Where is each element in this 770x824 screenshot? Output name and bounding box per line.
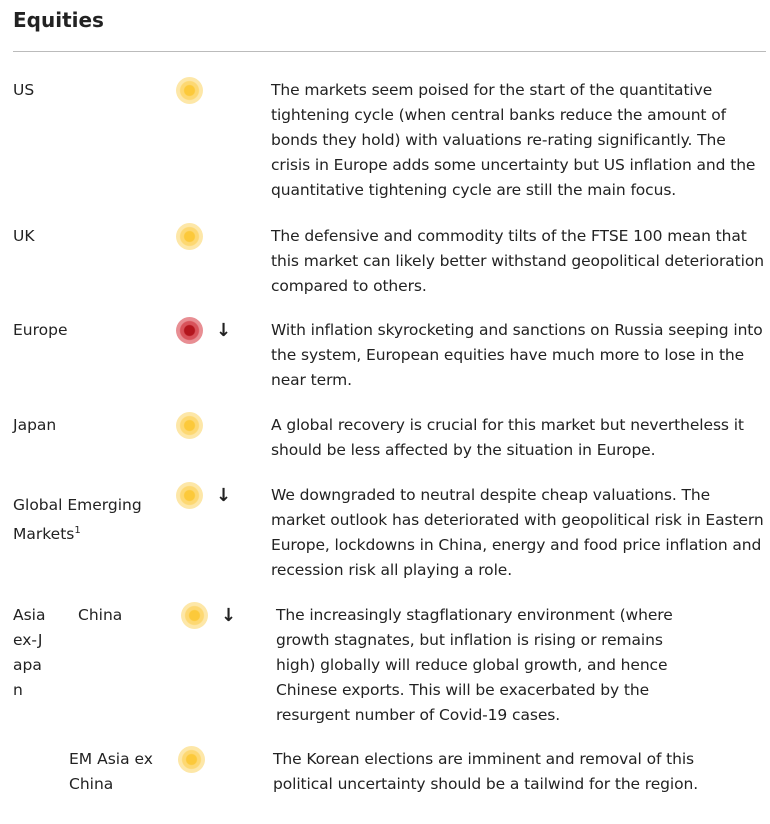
arrow-down-icon: ↓ bbox=[216, 485, 232, 506]
region-commentary: The defensive and commodity tilts of the… bbox=[271, 227, 764, 295]
region-label: Japan bbox=[13, 416, 57, 434]
neutral-signal-icon bbox=[176, 77, 203, 104]
region-label: EM Asia ex China bbox=[69, 750, 153, 793]
region-label: UK bbox=[13, 227, 35, 245]
neutral-signal-icon bbox=[176, 223, 203, 250]
arrow-down-icon: ↓ bbox=[221, 605, 237, 626]
section-title: Equities bbox=[13, 8, 104, 32]
divider bbox=[13, 51, 766, 52]
region-label: Global Emerging Markets1 bbox=[13, 493, 158, 547]
region-commentary: A global recovery is crucial for this ma… bbox=[271, 416, 744, 459]
neutral-signal-icon bbox=[176, 412, 203, 439]
region-label: US bbox=[13, 81, 35, 99]
region-commentary: We downgraded to neutral despite cheap v… bbox=[271, 486, 764, 579]
region-commentary: With inflation skyrocketing and sanction… bbox=[271, 321, 763, 389]
footnote-ref: 1 bbox=[74, 525, 81, 536]
region-label-text: Global Emerging Markets bbox=[13, 496, 142, 544]
region-commentary: The markets seem poised for the start of… bbox=[271, 81, 756, 199]
region-commentary: The increasingly stagflationary environm… bbox=[276, 606, 673, 724]
neutral-signal-icon bbox=[176, 482, 203, 509]
group-label: Asia ex-Japan bbox=[13, 606, 46, 699]
region-label: Europe bbox=[13, 321, 68, 339]
neutral-signal-icon bbox=[181, 602, 208, 629]
negative-signal-icon bbox=[176, 317, 203, 344]
region-label: China bbox=[78, 606, 123, 624]
neutral-signal-icon bbox=[178, 746, 205, 773]
region-commentary: The Korean elections are imminent and re… bbox=[273, 750, 699, 793]
arrow-down-icon: ↓ bbox=[216, 320, 232, 341]
